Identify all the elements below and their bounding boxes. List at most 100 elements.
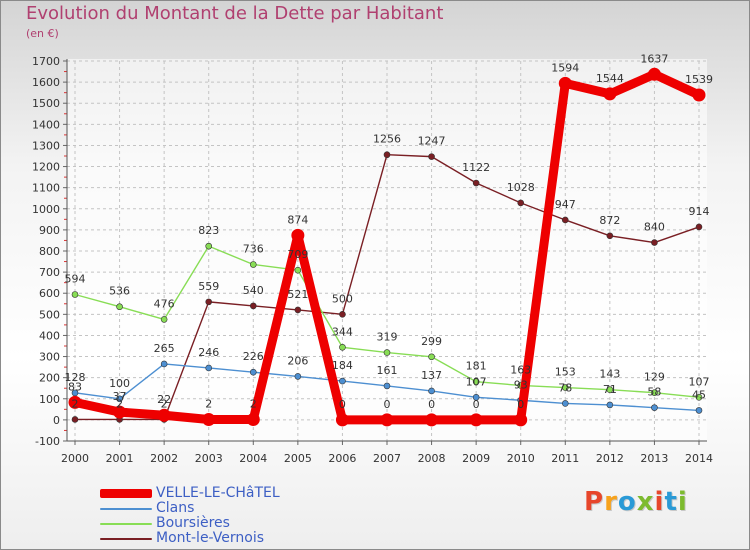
legend-item: Clans xyxy=(100,501,280,516)
y-tick-label: 800 xyxy=(39,245,60,258)
legend-item: Boursières xyxy=(100,516,280,531)
data-point xyxy=(428,387,435,395)
data-point xyxy=(157,408,171,422)
y-tick-label: 1300 xyxy=(32,139,60,152)
data-point xyxy=(380,413,394,427)
data-label: 872 xyxy=(599,214,620,227)
data-label: 0 xyxy=(384,398,391,411)
data-label: 78 xyxy=(558,381,572,394)
data-label: 736 xyxy=(243,243,264,256)
data-label: 0 xyxy=(428,398,435,411)
x-tick-label: 2001 xyxy=(106,452,134,465)
x-tick-label: 2012 xyxy=(596,452,624,465)
data-label: 1028 xyxy=(507,181,535,194)
data-point xyxy=(205,242,213,250)
data-label: 163 xyxy=(510,363,531,376)
legend-swatch xyxy=(100,537,152,540)
data-point xyxy=(116,303,123,311)
data-label: 100 xyxy=(109,377,130,390)
data-label: 823 xyxy=(198,224,219,237)
y-tick-label: 1400 xyxy=(32,118,60,131)
data-label: 58 xyxy=(647,386,661,399)
data-label: 107 xyxy=(466,375,487,388)
data-label: 344 xyxy=(332,325,353,338)
data-point xyxy=(647,67,661,81)
y-tick-label: 900 xyxy=(39,224,60,237)
data-label: 0 xyxy=(339,398,346,411)
data-point xyxy=(558,76,572,90)
x-tick-label: 2003 xyxy=(195,452,223,465)
data-label: 1539 xyxy=(685,73,713,86)
data-label: 184 xyxy=(332,359,353,372)
chart-legend: VELLE-LE-CHâTEL Clans Boursières Mont-le-Ve… xyxy=(100,486,280,546)
data-point xyxy=(695,223,703,231)
y-tick-label: 1000 xyxy=(32,203,60,216)
data-label: 559 xyxy=(198,280,219,293)
data-point xyxy=(249,368,257,376)
legend-label: Mont-le-Vernois xyxy=(156,530,265,546)
y-tick-label: 400 xyxy=(39,329,60,342)
data-label: 226 xyxy=(243,350,264,363)
chart-title: Evolution du Montant de la Dette par Hab… xyxy=(26,3,444,24)
data-label: 161 xyxy=(377,364,398,377)
data-point xyxy=(294,373,302,380)
data-label: 2 xyxy=(116,397,123,410)
data-label: 540 xyxy=(243,284,264,297)
data-point xyxy=(472,179,480,187)
data-label: 299 xyxy=(421,335,442,348)
data-label: 1247 xyxy=(418,135,446,148)
data-point xyxy=(606,232,614,240)
data-label: 37 xyxy=(113,390,127,403)
x-tick-label: 2002 xyxy=(150,452,178,465)
data-label: 206 xyxy=(287,354,308,367)
data-label: 265 xyxy=(154,342,175,355)
data-label: 476 xyxy=(154,297,175,310)
data-point xyxy=(205,298,213,306)
y-tick-label: 1100 xyxy=(32,182,60,195)
data-point xyxy=(71,416,79,423)
data-point xyxy=(339,311,346,318)
data-point xyxy=(651,389,658,396)
legend-item: Mont-le-Vernois xyxy=(100,531,280,546)
legend-label: Clans xyxy=(156,500,195,516)
data-label: 0 xyxy=(473,398,480,411)
x-tick-label: 2010 xyxy=(507,452,535,465)
data-point xyxy=(113,405,127,419)
y-tick-label: 1500 xyxy=(32,97,60,110)
data-label: 594 xyxy=(65,272,86,285)
y-tick-label: -100 xyxy=(35,435,60,448)
y-tick-label: 100 xyxy=(39,393,60,406)
data-point xyxy=(249,302,257,310)
x-tick-label: 2014 xyxy=(685,452,713,465)
data-label: 536 xyxy=(109,285,130,298)
x-tick-label: 2004 xyxy=(239,452,267,465)
data-point xyxy=(517,199,525,207)
data-label: 153 xyxy=(555,366,576,379)
data-point xyxy=(692,88,706,102)
legend-swatch xyxy=(100,489,152,498)
data-point xyxy=(469,413,483,427)
data-label: 246 xyxy=(198,346,219,359)
data-label: 1637 xyxy=(640,52,668,65)
data-point xyxy=(561,216,569,224)
legend-item: VELLE-LE-CHâTEL xyxy=(100,486,280,501)
x-tick-label: 2005 xyxy=(284,452,312,465)
x-tick-label: 2013 xyxy=(640,452,668,465)
data-point xyxy=(606,401,614,409)
data-label: 71 xyxy=(603,383,617,396)
proxiti-logo: Proxiti xyxy=(584,487,688,517)
data-label: 128 xyxy=(65,371,86,384)
data-point xyxy=(695,407,703,414)
data-label: 2 xyxy=(161,397,168,410)
data-point xyxy=(335,413,349,427)
data-point xyxy=(514,413,528,427)
data-point xyxy=(116,395,123,403)
data-point xyxy=(603,87,617,101)
data-point xyxy=(428,153,435,160)
data-label: 947 xyxy=(555,198,576,211)
x-tick-label: 2000 xyxy=(61,452,89,465)
data-point xyxy=(294,306,302,314)
y-tick-label: 300 xyxy=(39,351,60,364)
data-label: 2 xyxy=(72,397,79,410)
